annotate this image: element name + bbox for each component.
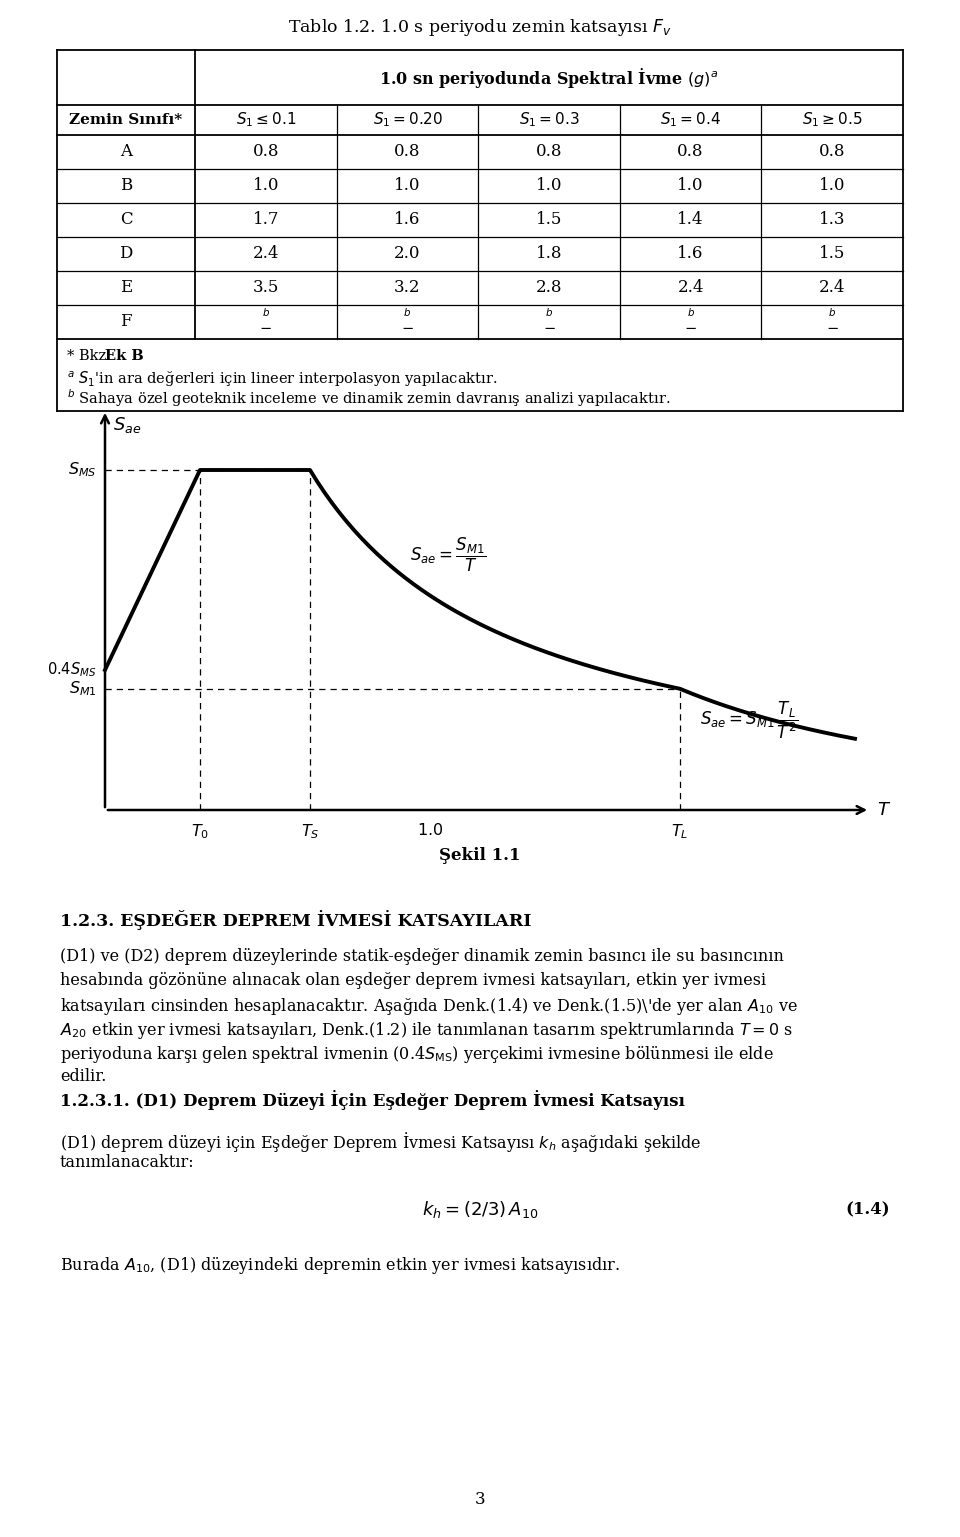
Text: $^a$ $S_1$'in ara değerleri için lineer interpolasyon yapılacaktır.: $^a$ $S_1$'in ara değerleri için lineer … [67,369,497,389]
Text: $^b$: $^b$ [686,310,695,324]
Text: 1.2.3.1. (D1) Deprem Düzeyi İçin Eşdeğer Deprem İvmesi Katsayısı: 1.2.3.1. (D1) Deprem Düzeyi İçin Eşdeğer… [60,1090,684,1110]
Text: 1.0: 1.0 [536,177,563,195]
Text: tanımlanacaktır:: tanımlanacaktır: [60,1154,195,1171]
Text: 3: 3 [474,1491,486,1508]
Text: $S_1 = 0.3$: $S_1 = 0.3$ [518,111,579,129]
Text: D: D [119,246,132,263]
Text: 1.5: 1.5 [536,212,563,229]
Text: $0.4S_{MS}$: $0.4S_{MS}$ [47,661,97,679]
Text: 2.4: 2.4 [252,246,279,263]
Text: edilir.: edilir. [60,1068,107,1085]
Text: (1.4): (1.4) [846,1202,890,1219]
Text: * Bkz.: * Bkz. [67,349,115,363]
Text: $-$: $-$ [542,320,556,334]
Text: B: B [120,177,132,195]
Text: Ek B: Ek B [105,349,144,363]
Text: $T_L$: $T_L$ [671,822,688,841]
Text: 2.4: 2.4 [819,280,846,297]
Text: 3.2: 3.2 [395,280,420,297]
Text: 3.5: 3.5 [252,280,279,297]
Text: 1.6: 1.6 [678,246,704,263]
Text: $S_1 = 0.20$: $S_1 = 0.20$ [372,111,443,129]
Text: A: A [120,143,132,160]
Text: C: C [120,212,132,229]
Text: Şekil 1.1: Şekil 1.1 [440,847,520,864]
Text: 2.0: 2.0 [395,246,420,263]
Text: $T$: $T$ [877,801,891,819]
Text: 1.3: 1.3 [819,212,846,229]
Text: $-$: $-$ [826,320,839,334]
Text: 1.5: 1.5 [819,246,846,263]
Text: periyoduna karşı gelen spektral ivmenin (0.4$S_{\mathrm{MS}}$) yerçekimi ivmesin: periyoduna karşı gelen spektral ivmenin … [60,1044,774,1065]
Text: $S_{MS}$: $S_{MS}$ [68,461,97,480]
Text: hesabında gözönüne alınacak olan eşdeğer deprem ivmesi katsayıları, etkin yer iv: hesabında gözönüne alınacak olan eşdeğer… [60,971,766,988]
Text: $T_S$: $T_S$ [300,822,320,841]
Text: $S_1 \geq 0.5$: $S_1 \geq 0.5$ [802,111,862,129]
Text: 2.4: 2.4 [678,280,704,297]
Text: 1.4: 1.4 [678,212,704,229]
Text: 1.0: 1.0 [395,177,420,195]
Text: 1.2.3. EŞDEĞER DEPREM İVMESİ KATSAYILARI: 1.2.3. EŞDEĞER DEPREM İVMESİ KATSAYILARI [60,910,532,930]
Text: 1.6: 1.6 [395,212,420,229]
Text: $-$: $-$ [684,320,697,334]
Text: $-$: $-$ [259,320,273,334]
Text: 0.8: 0.8 [395,143,420,160]
Text: 1.7: 1.7 [252,212,279,229]
Text: (D1) deprem düzeyi için Eşdeğer Deprem İvmesi Katsayısı $k_h$ aşağıdaki şekilde: (D1) deprem düzeyi için Eşdeğer Deprem İ… [60,1130,702,1154]
Text: $^b$: $^b$ [545,310,553,324]
Text: $S_{ae}=\dfrac{S_{M1}}{T}$: $S_{ae}=\dfrac{S_{M1}}{T}$ [410,535,487,573]
Text: 1.0: 1.0 [678,177,704,195]
Text: 0.8: 0.8 [819,143,846,160]
Text: 1.8: 1.8 [536,246,563,263]
Text: 1.0: 1.0 [252,177,279,195]
Text: (D1) ve (D2) deprem düzeylerinde statik-eşdeğer dinamik zemin basıncı ile su bas: (D1) ve (D2) deprem düzeylerinde statik-… [60,948,784,965]
Text: $S_1 \leq 0.1$: $S_1 \leq 0.1$ [235,111,296,129]
Text: E: E [120,280,132,297]
Text: 0.8: 0.8 [678,143,704,160]
Text: 2.8: 2.8 [536,280,563,297]
Text: $-$: $-$ [401,320,414,334]
Text: $A_{20}$ etkin yer ivmesi katsayıları, Denk.(1.2) ile tanımlanan tasarım spektru: $A_{20}$ etkin yer ivmesi katsayıları, D… [60,1021,793,1041]
Text: $1.0$: $1.0$ [417,822,444,839]
Text: $T_0$: $T_0$ [191,822,209,841]
Text: Burada $A_{10}$, (D1) düzeyindeki depremin etkin yer ivmesi katsayısıdır.: Burada $A_{10}$, (D1) düzeyindeki deprem… [60,1256,620,1276]
Text: $^b$ Sahaya özel geoteknik inceleme ve dinamik zemin davranış analizi yapılacakt: $^b$ Sahaya özel geoteknik inceleme ve d… [67,387,670,409]
Text: 1.0 sn periyodunda Spektral İvme $(g)^a$: 1.0 sn periyodunda Spektral İvme $(g)^a$ [379,66,719,89]
Text: F: F [120,314,132,330]
Text: $^b$: $^b$ [828,310,836,324]
Text: $^b$: $^b$ [403,310,412,324]
Text: 1.0: 1.0 [819,177,846,195]
Text: $S_{ae}$: $S_{ae}$ [113,415,141,435]
Text: $S_{ae}=S_{M1}\,\dfrac{T_L}{T^2}$: $S_{ae}=S_{M1}\,\dfrac{T_L}{T^2}$ [700,699,799,741]
Text: $^b$: $^b$ [262,310,270,324]
Text: Zemin Sınıfı*: Zemin Sınıfı* [69,114,182,128]
Text: $S_{M1}$: $S_{M1}$ [69,679,97,698]
Text: katsayıları cinsinden hesaplanacaktır. Aşağıda Denk.(1.4) ve Denk.(1.5)\'de yer : katsayıları cinsinden hesaplanacaktır. A… [60,996,798,1017]
Text: $S_1 = 0.4$: $S_1 = 0.4$ [660,111,721,129]
Text: $k_h = (2/3)\, A_{10}$: $k_h = (2/3)\, A_{10}$ [421,1199,539,1220]
Text: 0.8: 0.8 [536,143,563,160]
Text: Tablo 1.2. 1.0 s periyodu zemin katsayısı $F_v$: Tablo 1.2. 1.0 s periyodu zemin katsayıs… [288,17,672,38]
Text: 0.8: 0.8 [252,143,279,160]
